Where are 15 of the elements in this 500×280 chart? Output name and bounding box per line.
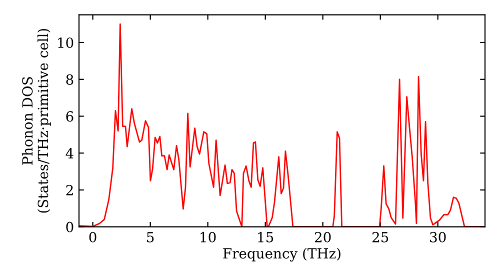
- y-tick-label: 8: [66, 74, 74, 85]
- y-axis-title: Phonon DOS (States/THz·primitive cell): [22, 28, 51, 213]
- y-tick-label: 4: [66, 148, 74, 158]
- x-tick-label: 25: [372, 232, 388, 242]
- x-tick-label: 30: [430, 232, 446, 242]
- y-tick-label: 2: [66, 184, 73, 196]
- y-tick-label: 6: [66, 111, 74, 122]
- x-tick-label: 10: [200, 232, 216, 242]
- x-axis-title: Frequency (THz): [223, 248, 340, 262]
- x-tick-label: 15: [258, 232, 274, 242]
- x-tick-label: 20: [314, 232, 331, 242]
- x-tick-label: 0: [89, 232, 96, 242]
- x-tick-label: 5: [147, 232, 154, 242]
- y-tick-label: 10: [58, 37, 74, 48]
- y-tick-label: 0: [66, 222, 74, 232]
